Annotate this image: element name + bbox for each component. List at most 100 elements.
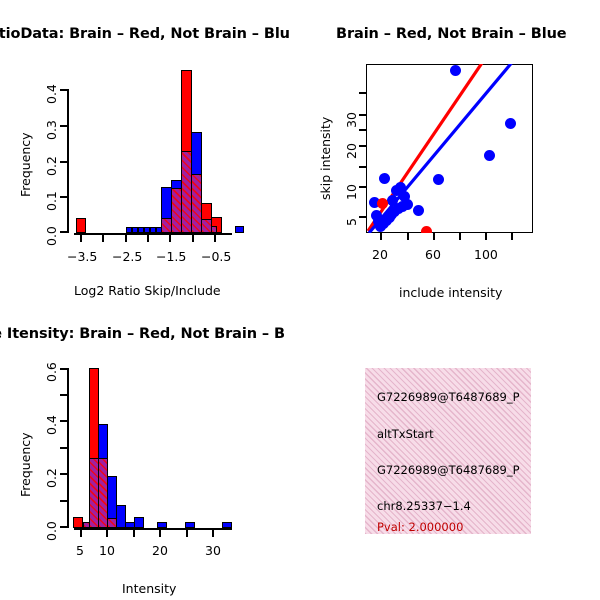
ratio-histogram-y-tick xyxy=(60,196,67,198)
intensity-histogram-y-tick xyxy=(60,368,67,370)
intensity-histogram-y-tick xyxy=(60,473,67,475)
intensity-histogram-x-tick xyxy=(159,530,161,537)
ratio-histogram-x-tick xyxy=(125,235,127,242)
ratio-histogram-x-tick xyxy=(214,235,216,242)
intensity-histogram-y-tick xyxy=(60,394,67,396)
ratio-bar-brain xyxy=(76,218,86,233)
info-line-event-type: altTxStart xyxy=(377,427,434,441)
panel-ratio-histogram: RatioData: Brain – Red, Not Brain – Blu … xyxy=(0,0,300,300)
intensity-histogram-y-tick xyxy=(60,500,67,502)
intensity-histogram-x-axis xyxy=(74,528,232,530)
intensity-bar-notbrain xyxy=(134,517,144,528)
scatter-y-tick xyxy=(359,186,366,188)
intensity-histogram-x-ticklabel: 20 xyxy=(152,543,168,558)
scatter-point-notbrain xyxy=(505,118,516,129)
scatter-xlabel: include intensity xyxy=(399,285,503,300)
scatter-y-tick xyxy=(359,92,366,94)
scatter-y-ticklabel: 20 xyxy=(344,143,359,159)
scatter-x-tick xyxy=(485,233,487,240)
scatter-point-notbrain xyxy=(413,205,424,216)
ratio-histogram-title: RatioData: Brain – Red, Not Brain – Blu xyxy=(0,26,290,42)
ratio-histogram-y-tick xyxy=(60,161,67,163)
scatter-x-tick xyxy=(380,233,382,240)
panel-intensity-histogram: ne Itensity: Brain – Red, Not Brain – B … xyxy=(0,300,300,600)
intensity-histogram-xlabel: Intensity xyxy=(122,581,177,596)
ratio-histogram-y-ticklabel: 0.0 xyxy=(44,226,59,246)
info-line-locus: chr8.25337−1.4 xyxy=(377,499,471,513)
scatter-y-ticklabel: 30 xyxy=(344,112,359,128)
intensity-histogram-y-ticklabel: 0.2 xyxy=(44,468,59,488)
ratio-histogram-y-tick xyxy=(60,89,67,91)
scatter-point-notbrain xyxy=(379,173,390,184)
scatter-x-tick xyxy=(407,233,409,240)
intensity-histogram-x-ticklabel: 10 xyxy=(99,543,115,558)
intensity-histogram-y-ticklabel: 0.0 xyxy=(44,521,59,541)
ratio-histogram-x-ticklabel: −2.5 xyxy=(112,249,143,264)
ratio-histogram-x-ticklabel: −0.5 xyxy=(201,249,232,264)
scatter-ylabel: skip intensity xyxy=(318,116,333,200)
ratio-histogram-xlabel: Log2 Ratio Skip/Include xyxy=(74,283,221,298)
scatter-y-tick xyxy=(359,216,366,218)
intensity-bar-notbrain xyxy=(116,505,126,528)
ratio-bar-notbrain xyxy=(138,227,144,233)
ratio-bar-overlap xyxy=(211,226,217,233)
intensity-histogram-y-tick xyxy=(60,447,67,449)
ratio-histogram-x-tick xyxy=(147,235,149,242)
intensity-histogram-x-tick xyxy=(186,530,188,537)
intensity-histogram-y-ticklabel: 0.4 xyxy=(44,415,59,435)
scatter-point-brain xyxy=(421,226,432,233)
scatter-title: Brain – Red, Not Brain – Blue xyxy=(336,26,567,42)
intensity-histogram-x-tick xyxy=(212,530,214,537)
scatter-point-notbrain xyxy=(399,191,410,202)
ratio-histogram-y-tick xyxy=(60,231,67,233)
ratio-histogram-y-axis xyxy=(67,89,69,233)
scatter-point-notbrain xyxy=(484,150,495,161)
scatter-point-notbrain xyxy=(369,197,380,208)
scatter-x-ticklabel: 100 xyxy=(474,247,498,262)
intensity-histogram-x-ticklabel: 30 xyxy=(205,543,221,558)
ratio-histogram-y-ticklabel: 0.4 xyxy=(44,84,59,104)
intensity-histogram-x-tick xyxy=(80,530,82,537)
scatter-x-ticklabel: 60 xyxy=(425,247,441,262)
intensity-histogram-y-tick xyxy=(60,526,67,528)
info-line-pval: Pval: 2.000000 xyxy=(377,520,464,534)
scatter-y-tick xyxy=(359,129,366,131)
scatter-point-notbrain xyxy=(373,216,384,227)
scatter-x-ticklabel: 20 xyxy=(372,247,388,262)
ratio-histogram-x-axis xyxy=(74,233,232,235)
intensity-histogram-y-ticklabel: 0.6 xyxy=(44,362,59,382)
intensity-histogram-title: ne Itensity: Brain – Red, Not Brain – B xyxy=(0,326,285,342)
intensity-histogram-ylabel: Frequency xyxy=(18,432,33,497)
ratio-bar-notbrain xyxy=(150,227,156,233)
info-line-probe-id: G7226989@T6487689_P xyxy=(377,463,520,477)
scatter-y-ticklabel: 10 xyxy=(344,184,359,200)
intensity-histogram-x-tick xyxy=(133,530,135,537)
ratio-bar-notbrain xyxy=(126,227,132,233)
info-box: G7226989@T6487689_P altTxStart G7226989@… xyxy=(365,368,531,534)
ratio-histogram-y-ticklabel: 0.3 xyxy=(44,120,59,140)
intensity-histogram-y-tick xyxy=(60,420,67,422)
ratio-bar-notbrain xyxy=(144,227,150,233)
panel-intensity-scatter: Brain – Red, Not Brain – Blue skip inten… xyxy=(300,0,600,300)
ratio-histogram-x-ticklabel: −3.5 xyxy=(67,249,98,264)
intensity-bar-brain xyxy=(73,517,83,528)
ratio-histogram-x-tick xyxy=(192,235,194,242)
scatter-point-notbrain xyxy=(391,185,402,196)
ratio-bar-notbrain xyxy=(235,226,244,233)
ratio-histogram-x-ticklabel: −1.5 xyxy=(156,249,187,264)
ratio-histogram-y-ticklabel: 0.1 xyxy=(44,191,59,211)
scatter-y-tick xyxy=(359,166,366,168)
panel-info: G7226989@T6487689_P altTxStart G7226989@… xyxy=(300,300,600,600)
intensity-histogram-x-tick xyxy=(106,530,108,537)
scatter-point-notbrain xyxy=(371,210,382,221)
scatter-x-tick xyxy=(459,233,461,240)
scatter-point-brain xyxy=(377,198,388,209)
ratio-histogram-x-tick xyxy=(102,235,104,242)
scatter-point-notbrain xyxy=(387,195,398,206)
scatter-x-tick xyxy=(511,233,513,240)
ratio-histogram-y-tick xyxy=(60,125,67,127)
scatter-point-notbrain xyxy=(450,65,461,76)
intensity-bar-notbrain xyxy=(222,522,232,528)
scatter-point-notbrain xyxy=(433,174,444,185)
